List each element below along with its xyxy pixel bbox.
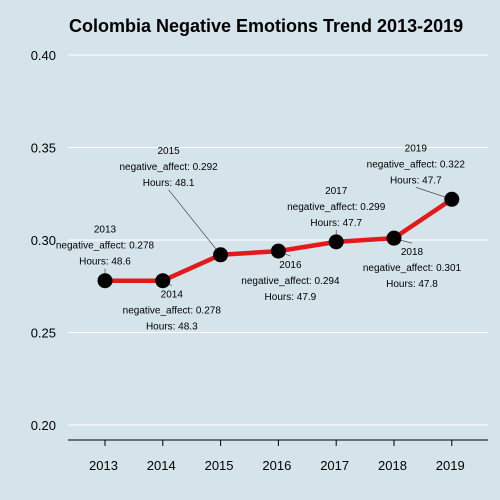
annotation-line: 2017	[325, 186, 348, 197]
x-tick-label: 2013	[89, 458, 118, 473]
data-point	[97, 273, 113, 289]
y-tick-label: 0.30	[31, 233, 56, 248]
data-point	[444, 191, 460, 207]
y-tick-label: 0.40	[31, 48, 56, 63]
data-point	[328, 234, 344, 250]
x-tick-label: 2019	[436, 458, 465, 473]
data-point	[386, 230, 402, 246]
annotation-line: Hours: 47.7	[310, 218, 362, 229]
annotation-line: 2013	[94, 225, 117, 236]
x-tick-label: 2018	[378, 458, 407, 473]
annotation-line: 2019	[405, 143, 428, 154]
y-tick-label: 0.20	[31, 418, 56, 433]
x-tick-label: 2017	[320, 458, 349, 473]
annotation-line: 2014	[161, 290, 184, 301]
annotation-line: Hours: 47.7	[390, 175, 442, 186]
annotation-line: Hours: 48.6	[79, 257, 131, 268]
annotation-line: 2018	[401, 247, 424, 258]
x-tick-label: 2016	[262, 458, 291, 473]
annotation-line: negative_affect: 0.322	[367, 159, 466, 170]
annotation-2013: 2013 negative_affect: 0.278 Hours: 48.6	[56, 225, 155, 268]
annotation-line: negative_affect: 0.278	[56, 241, 155, 252]
y-tick-label: 0.35	[31, 141, 56, 156]
annotation-2015: 2015 negative_affect: 0.292 Hours: 48.1	[119, 146, 218, 189]
y-axis-ticks: 0.20 0.25 0.30 0.35 0.40	[31, 48, 56, 433]
x-tick-label: 2014	[147, 458, 176, 473]
annotation-line: 2015	[157, 146, 180, 157]
data-point	[213, 247, 229, 263]
grid-lines	[68, 54, 488, 426]
data-point	[270, 243, 286, 259]
annotation-line: Hours: 47.8	[386, 279, 438, 290]
y-tick-label: 0.25	[31, 326, 56, 341]
annotation-leader	[168, 189, 221, 255]
annotation-line: negative_affect: 0.292	[119, 162, 218, 173]
x-tick-label: 2015	[205, 458, 234, 473]
annotation-line: negative_affect: 0.299	[287, 202, 386, 213]
annotation-line: negative_affect: 0.301	[363, 263, 462, 274]
chart-title: Colombia Negative Emotions Trend 2013-20…	[69, 16, 463, 36]
series-layer	[97, 191, 460, 289]
annotation-2017: 2017 negative_affect: 0.299 Hours: 47.7	[287, 186, 386, 229]
data-point	[155, 273, 171, 289]
annotation-line: Hours: 48.3	[146, 322, 198, 333]
annotation-line: Hours: 48.1	[143, 178, 195, 189]
annotation-2019: 2019 negative_affect: 0.322 Hours: 47.7	[367, 143, 466, 186]
x-axis: 2013 2014 2015 2016 2017 2018 2019	[68, 439, 488, 473]
annotation-line: negative_affect: 0.294	[241, 276, 340, 287]
annotation-2018: 2018 negative_affect: 0.301 Hours: 47.8	[363, 247, 462, 290]
annotation-line: negative_affect: 0.278	[123, 306, 222, 317]
annotation-2016: 2016 negative_affect: 0.294 Hours: 47.9	[241, 260, 340, 303]
annotation-line: Hours: 47.9	[265, 292, 317, 303]
annotation-2014: 2014 negative_affect: 0.278 Hours: 48.3	[123, 290, 222, 333]
annotation-line: 2016	[279, 260, 302, 271]
